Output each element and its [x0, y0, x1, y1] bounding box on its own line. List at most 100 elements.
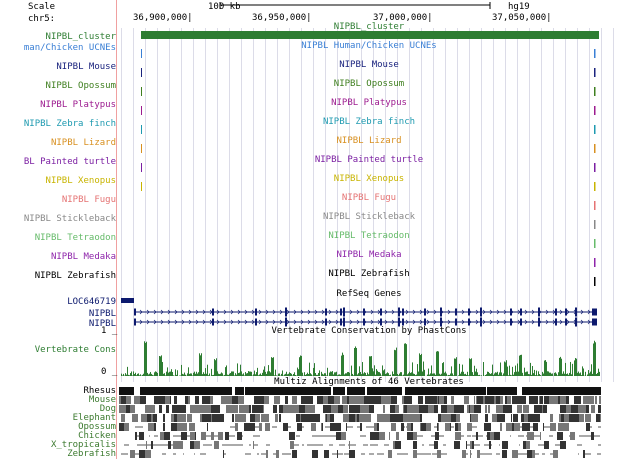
alignment-block: [359, 414, 363, 422]
alignment-block: [434, 405, 438, 413]
exon: [255, 308, 257, 316]
track-label[interactable]: NIPBL Opossum: [45, 81, 116, 91]
track-label[interactable]: NIPBL Xenopus: [45, 176, 116, 186]
alignment-block: [185, 396, 188, 404]
cons-bar: [276, 375, 277, 376]
cons-bar: [176, 374, 177, 376]
track-label[interactable]: NIPBL Stickleback: [23, 214, 116, 224]
cons-bar: [269, 371, 270, 376]
multiz-species-label[interactable]: X_tropicalis: [50, 440, 116, 450]
alignment-block: [180, 387, 182, 395]
cons-bar: [432, 373, 433, 376]
alignment-block: [292, 396, 297, 404]
cons-bar: [244, 375, 245, 376]
cons-bar: [460, 373, 461, 376]
alignment-block: [458, 387, 464, 395]
alignment-block: [148, 423, 154, 431]
alignment-block: [417, 387, 419, 395]
track-label[interactable]: NIPBL Lizard: [50, 138, 116, 148]
alignment-block: [433, 396, 435, 404]
alignment-block: [306, 387, 312, 395]
strand-arrow: [258, 319, 262, 325]
cons-bar: [362, 362, 363, 376]
alignment-block: [359, 387, 360, 395]
alignment-block: [492, 414, 497, 422]
cons-bar: [355, 346, 356, 376]
alignment-block: [414, 405, 419, 413]
cons-bar: [388, 373, 389, 376]
alignment-block: [325, 405, 331, 413]
alignment-block: [253, 441, 254, 449]
multiz-species-label[interactable]: Elephant: [72, 413, 116, 423]
alignment-block: [438, 396, 439, 404]
cons-bar: [212, 375, 213, 376]
alignment-block: [526, 423, 530, 431]
alignment-block: [132, 414, 134, 422]
alignment-block: [389, 432, 390, 440]
alignment-block: [335, 423, 341, 431]
cons-bar: [123, 373, 124, 376]
alignment-block: [423, 387, 424, 395]
multiz-species-label[interactable]: Dog: [99, 404, 116, 414]
label-divider: [116, 0, 117, 459]
alignment-block: [250, 387, 251, 395]
alignment-block: [317, 396, 321, 404]
cons-bar: [274, 375, 275, 376]
cons-bar: [441, 373, 442, 376]
cons-bar: [234, 375, 235, 376]
track-label[interactable]: NIPBL Platypus: [40, 100, 116, 110]
cons-bar: [181, 364, 182, 376]
track-label[interactable]: BL Painted turtle: [23, 157, 116, 167]
track-label[interactable]: NIPBL Zebra finch: [23, 119, 116, 129]
alignment-block: [439, 396, 444, 404]
multiz-species-label[interactable]: Opossum: [78, 422, 116, 432]
cons-bar: [128, 374, 129, 376]
multiz-species-label[interactable]: Rhesus: [83, 386, 116, 396]
alignment-block: [153, 387, 155, 395]
cons-bar: [163, 373, 164, 376]
cons-bar: [539, 374, 540, 376]
strand-arrow: [300, 309, 304, 315]
strand-arrow: [566, 319, 570, 325]
track-label[interactable]: NIPBL_cluster: [45, 32, 116, 42]
alignment-block: [276, 450, 279, 458]
cons-bar: [209, 373, 210, 376]
alignment-block: [489, 441, 491, 449]
cons-bar: [514, 372, 515, 376]
cons-bar: [400, 372, 401, 376]
cons-bar: [233, 371, 234, 376]
exon: [510, 308, 512, 316]
cons-bar: [519, 355, 520, 376]
cons-bar: [301, 355, 302, 376]
track-label[interactable]: NIPBL Zebrafish: [34, 271, 116, 281]
track-label[interactable]: NIPBL Tetraodon: [34, 233, 116, 243]
multiz-species-label[interactable]: Chicken: [78, 431, 116, 441]
track-label[interactable]: NIPBL Mouse: [56, 62, 116, 72]
alignment-block: [159, 396, 162, 404]
track-label[interactable]: NIPBL Fugu: [61, 195, 116, 205]
alignment-block: [545, 405, 547, 413]
alignment-block: [404, 405, 407, 413]
track-label[interactable]: NIPBL Medaka: [50, 252, 116, 262]
cons-label[interactable]: Vertebrate Cons: [34, 345, 116, 355]
gene-label-loc[interactable]: LOC646719: [67, 297, 116, 307]
cons-bar: [155, 371, 156, 376]
multiz-species-label[interactable]: Zebrafish: [67, 449, 116, 459]
alignment-block: [484, 423, 490, 431]
exon: [565, 318, 567, 326]
alignment-block: [420, 423, 421, 431]
ucne-mark: [594, 125, 596, 134]
multiz-species-label[interactable]: Mouse: [88, 395, 116, 405]
cons-bar: [214, 359, 215, 376]
alignment-block: [160, 387, 161, 395]
cons-bar: [265, 371, 266, 376]
alignment-block: [347, 387, 351, 395]
alignment-block: [314, 414, 320, 422]
track-label[interactable]: man/Chicken UCNEs: [23, 43, 116, 53]
alignment-block: [490, 432, 494, 440]
cons-bar: [523, 375, 524, 376]
gene-label-nipbl-2[interactable]: NIPBL: [88, 319, 116, 329]
gene-label-nipbl-1[interactable]: NIPBL: [88, 309, 116, 319]
